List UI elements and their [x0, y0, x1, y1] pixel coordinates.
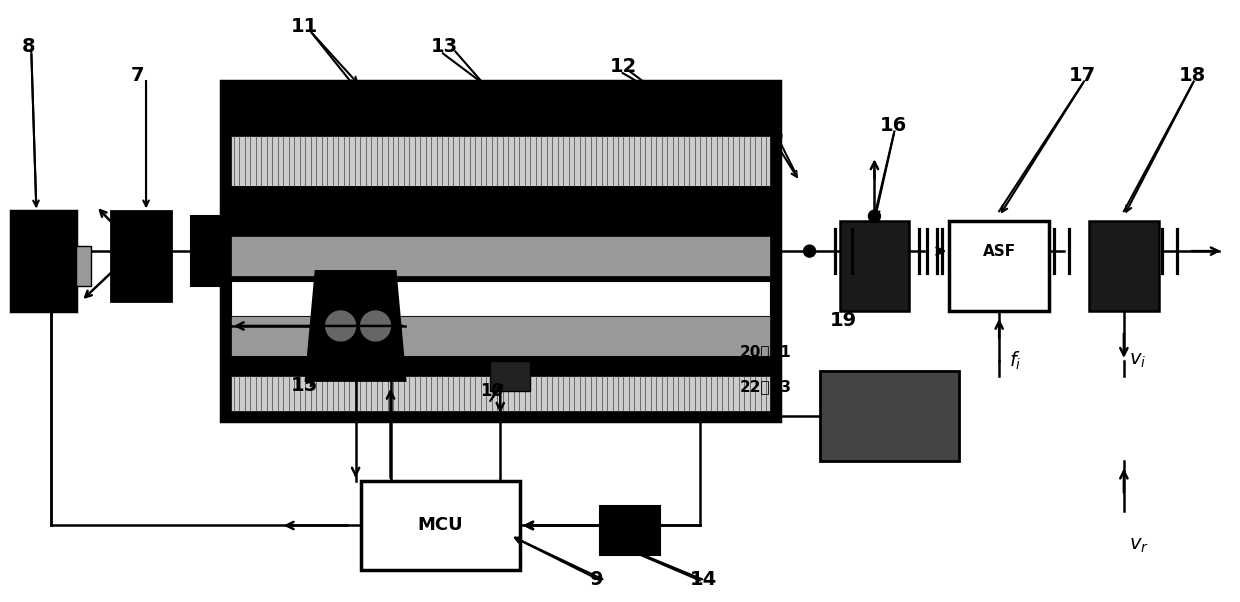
Text: 12: 12 [610, 57, 637, 75]
Bar [231, 356, 770, 406]
Bar [361, 480, 521, 571]
Circle shape [361, 311, 391, 341]
Text: 8: 8 [21, 37, 35, 55]
Text: $v_r$: $v_r$ [1128, 536, 1148, 555]
Text: 9: 9 [590, 570, 604, 589]
Bar [231, 87, 770, 137]
Text: $v_i$: $v_i$ [1128, 352, 1146, 370]
Bar [490, 361, 531, 391]
Bar [76, 246, 92, 286]
Text: ASF: ASF [982, 244, 1016, 259]
Circle shape [804, 245, 816, 257]
Circle shape [326, 311, 356, 341]
Text: 14: 14 [689, 570, 717, 589]
Bar [221, 81, 780, 421]
Text: 13: 13 [430, 37, 458, 55]
Bar [231, 376, 770, 411]
Bar [231, 186, 770, 236]
Text: 11: 11 [290, 17, 317, 36]
Bar [231, 316, 770, 356]
Bar [191, 216, 221, 286]
Text: 17: 17 [1069, 66, 1096, 85]
Bar [600, 506, 660, 556]
Text: 7: 7 [131, 66, 145, 85]
Text: 19: 19 [830, 311, 857, 330]
Text: 22、23: 22、23 [740, 379, 791, 394]
Text: 10: 10 [480, 382, 503, 400]
Bar [112, 211, 171, 301]
Bar [11, 211, 76, 311]
Bar [950, 221, 1049, 311]
Bar [1089, 221, 1159, 311]
Bar [231, 412, 770, 419]
Text: 20、21: 20、21 [740, 344, 791, 359]
Bar [231, 236, 770, 276]
Bar [231, 137, 770, 186]
Text: 6: 6 [770, 126, 784, 145]
Bar [820, 371, 960, 461]
Text: 15: 15 [290, 376, 317, 395]
Text: MCU: MCU [418, 517, 464, 535]
Text: 16: 16 [879, 116, 906, 135]
Bar [231, 281, 770, 316]
Bar [839, 221, 909, 311]
Circle shape [195, 245, 207, 257]
Text: 18: 18 [1179, 66, 1207, 85]
Text: $f_i$: $f_i$ [1009, 350, 1022, 372]
Circle shape [868, 210, 880, 222]
Polygon shape [306, 271, 405, 381]
